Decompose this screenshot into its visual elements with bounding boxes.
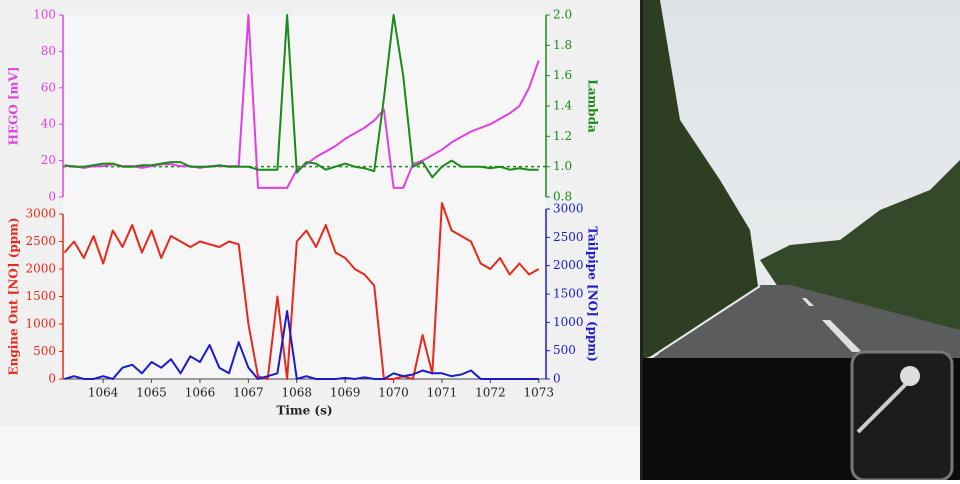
y2-tick-label: 1000 xyxy=(553,315,584,329)
y2-tick-label: 2000 xyxy=(553,258,584,272)
lane-dash xyxy=(822,320,862,352)
y2-tick-label: 1500 xyxy=(553,287,584,301)
camera-view xyxy=(640,0,960,482)
x-tick-label: 1068 xyxy=(281,386,312,400)
series-line xyxy=(64,310,539,380)
y2-tick-label: 2500 xyxy=(553,230,584,244)
x-tick-label: 1066 xyxy=(185,386,216,400)
y-tick-label: 1000 xyxy=(25,317,56,331)
y2-tick-label: 3000 xyxy=(553,202,584,216)
y-tick-label: 500 xyxy=(33,344,56,358)
gear-knob xyxy=(900,366,920,386)
y-axis-title: Engine Out [NO] (ppm) xyxy=(7,217,21,375)
y2-tick-label: 0.8 xyxy=(553,190,572,204)
chart-footer xyxy=(0,426,640,480)
y-tick-label: 3000 xyxy=(25,207,56,221)
trees-left xyxy=(640,0,760,360)
x-tick-label: 1065 xyxy=(136,386,167,400)
x-tick-label: 1073 xyxy=(523,386,554,400)
frame-edge xyxy=(640,0,643,480)
y-tick-label: 20 xyxy=(41,153,56,167)
road-edge xyxy=(649,285,761,359)
y-tick-label: 0 xyxy=(48,190,56,204)
x-tick-label: 1064 xyxy=(88,386,119,400)
series-line xyxy=(63,202,540,380)
x-tick-label: 1071 xyxy=(427,386,458,400)
y-tick-label: 80 xyxy=(41,44,56,58)
x-tick-label: 1070 xyxy=(378,386,409,400)
y2-tick-label: 500 xyxy=(553,343,576,357)
x-tick-label: 1072 xyxy=(475,386,506,400)
y2-tick-label: 0 xyxy=(553,372,561,386)
y-tick-label: 2500 xyxy=(25,234,56,248)
y2-tick-label: 1.0 xyxy=(553,159,572,173)
y-axis-title: HEGO [mV] xyxy=(7,67,21,146)
y2-tick-label: 1.2 xyxy=(553,129,572,143)
y-tick-label: 100 xyxy=(33,8,56,22)
x-tick-label: 1067 xyxy=(233,386,264,400)
y2-tick-label: 1.8 xyxy=(553,38,572,52)
gear-stick xyxy=(856,382,908,434)
lane-dash xyxy=(802,298,814,306)
y-tick-label: 1500 xyxy=(25,289,56,303)
road xyxy=(650,285,960,360)
y2-tick-label: 1.4 xyxy=(553,99,572,113)
y-tick-label: 2000 xyxy=(25,262,56,276)
y2-axis-title: Tailpipe [NO] (ppm) xyxy=(586,226,600,362)
y-tick-label: 60 xyxy=(41,80,56,94)
y2-tick-label: 2.0 xyxy=(553,8,572,22)
y2-axis-title: Lambda xyxy=(586,79,600,133)
series-line xyxy=(64,14,539,179)
x-axis-title: Time (s) xyxy=(276,404,332,418)
y-tick-label: 40 xyxy=(41,117,56,131)
x-tick-label: 1069 xyxy=(330,386,361,400)
trees-right xyxy=(760,160,960,330)
plot-area xyxy=(63,15,546,379)
y2-tick-label: 1.6 xyxy=(553,68,572,82)
y-tick-label: 0 xyxy=(48,372,56,386)
